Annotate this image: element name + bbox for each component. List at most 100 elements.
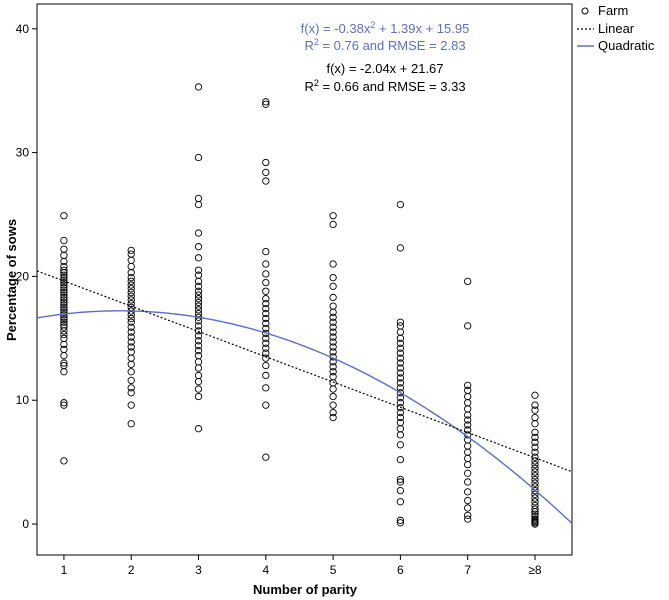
point-parity3-4 bbox=[194, 371, 203, 380]
point-parity3-28 bbox=[194, 243, 203, 251]
point-parity5-15 bbox=[329, 328, 337, 336]
point-parity6-2 bbox=[396, 498, 405, 506]
point-parity1-9 bbox=[60, 334, 68, 342]
point-parity1-1 bbox=[60, 401, 68, 409]
quadratic-fit-stats: R2 = 0.76 and RMSE = 2.83 bbox=[304, 37, 465, 53]
point-parity4-23 bbox=[262, 177, 270, 185]
y-axis: 0 10 20 30 40 bbox=[16, 22, 37, 531]
point-parity6-18 bbox=[396, 379, 405, 387]
point-parity1-24 bbox=[60, 293, 68, 302]
point-parity2-14 bbox=[127, 318, 135, 326]
point-parity4-11 bbox=[262, 324, 270, 333]
point-parity4-2 bbox=[262, 384, 270, 392]
y-tick-label-4: 40 bbox=[16, 22, 30, 36]
point-parity4-15 bbox=[262, 304, 270, 313]
point-parity5-26 bbox=[329, 212, 337, 220]
point-parity4-9 bbox=[262, 334, 270, 342]
point-parity4-12 bbox=[262, 319, 270, 328]
point-parity8-21 bbox=[531, 457, 539, 465]
point-parity8-27 bbox=[531, 428, 539, 437]
point-parity1-2 bbox=[60, 399, 68, 407]
legend-linear-label: Linear bbox=[598, 21, 635, 36]
point-parity5-13 bbox=[329, 338, 337, 346]
point-parity6-29 bbox=[396, 322, 405, 330]
point-parity4-14 bbox=[262, 309, 270, 318]
x-axis: 1 2 3 4 5 6 7 ≥8 bbox=[61, 555, 542, 577]
point-parity1-15 bbox=[60, 316, 68, 324]
x-tick-label-1: 2 bbox=[128, 563, 135, 577]
point-parity4-20 bbox=[262, 270, 270, 278]
point-parity1-25 bbox=[60, 291, 68, 299]
point-parity7-14 bbox=[464, 421, 472, 429]
point-parity6-21 bbox=[396, 364, 405, 372]
point-parity5-17 bbox=[329, 318, 337, 326]
point-parity6-1 bbox=[396, 516, 405, 524]
point-parity5-1 bbox=[329, 408, 337, 417]
quadratic-eq-part1: f(x) = -0.38x bbox=[301, 21, 371, 36]
point-parity1-7 bbox=[60, 345, 68, 354]
point-parity3-32 bbox=[194, 153, 203, 162]
point-parity1-33 bbox=[60, 271, 68, 279]
point-parity3-2 bbox=[194, 385, 203, 393]
point-parity2-12 bbox=[127, 328, 135, 336]
point-parity3-18 bbox=[194, 302, 203, 310]
legend-quadratic-label: Quadratic bbox=[598, 38, 655, 53]
point-parity3-11 bbox=[194, 332, 203, 340]
point-parity6-6 bbox=[396, 456, 405, 464]
point-parity6-20 bbox=[396, 369, 405, 377]
point-parity6-14 bbox=[396, 399, 405, 407]
point-parity8-18 bbox=[531, 468, 539, 476]
point-parity2-22 bbox=[127, 288, 135, 297]
quadratic-annotation: f(x) = -0.38x2 + 1.39x + 15.95 R2 = 0.76… bbox=[301, 20, 470, 53]
point-parity5-8 bbox=[329, 363, 337, 371]
x-tick-label-6: 7 bbox=[464, 563, 471, 577]
point-parity5-18 bbox=[329, 313, 337, 321]
point-parity8-17 bbox=[531, 472, 539, 480]
point-parity1-5 bbox=[60, 359, 68, 367]
point-parity3-19 bbox=[194, 298, 203, 307]
point-parity7-21 bbox=[464, 381, 472, 390]
point-parity2-9 bbox=[127, 343, 135, 351]
linear-fit-stats: R2 = 0.66 and RMSE = 3.33 bbox=[304, 78, 465, 94]
quadratic-equation: f(x) = -0.38x2 + 1.39x + 15.95 bbox=[301, 20, 470, 36]
point-parity8-30 bbox=[531, 406, 539, 414]
point-parity5-20 bbox=[329, 302, 337, 310]
point-parity4-18 bbox=[262, 287, 270, 295]
point-parity2-25 bbox=[127, 277, 135, 286]
point-parity6-30 bbox=[396, 318, 405, 326]
point-parity6-4 bbox=[396, 478, 405, 486]
point-parity1-0 bbox=[60, 457, 68, 465]
point-parity3-25 bbox=[194, 271, 203, 279]
point-parity4-8 bbox=[262, 339, 270, 347]
point-parity2-3 bbox=[127, 384, 135, 392]
point-parity4-19 bbox=[262, 278, 270, 287]
point-parity8-29 bbox=[531, 413, 539, 422]
linear-annotation: f(x) = -2.04x + 21.67 R2 = 0.66 and RMSE… bbox=[304, 61, 465, 94]
point-parity3-20 bbox=[194, 295, 203, 303]
point-parity4-22 bbox=[262, 247, 270, 256]
point-parity4-24 bbox=[262, 168, 270, 177]
point-parity2-0 bbox=[127, 420, 135, 428]
point-parity2-11 bbox=[127, 333, 135, 341]
point-parity8-26 bbox=[531, 433, 539, 442]
point-parity1-40 bbox=[60, 236, 68, 245]
point-parity4-16 bbox=[262, 299, 270, 308]
scatter-points bbox=[60, 83, 539, 528]
point-parity1-41 bbox=[60, 212, 68, 220]
point-parity3-29 bbox=[194, 229, 203, 237]
point-parity6-23 bbox=[396, 354, 405, 362]
point-parity4-27 bbox=[262, 98, 270, 106]
point-parity2-8 bbox=[127, 348, 135, 356]
point-parity1-4 bbox=[60, 361, 68, 370]
point-parity2-24 bbox=[127, 281, 135, 289]
point-parity3-8 bbox=[194, 347, 203, 355]
point-parity2-13 bbox=[127, 323, 135, 331]
point-parity5-7 bbox=[329, 368, 337, 376]
point-parity8-12 bbox=[531, 490, 539, 498]
linear-r: R bbox=[304, 79, 313, 94]
point-parity8-31 bbox=[531, 401, 539, 409]
point-parity8-6 bbox=[531, 510, 539, 518]
point-parity6-15 bbox=[396, 394, 405, 402]
point-parity7-5 bbox=[464, 478, 472, 486]
